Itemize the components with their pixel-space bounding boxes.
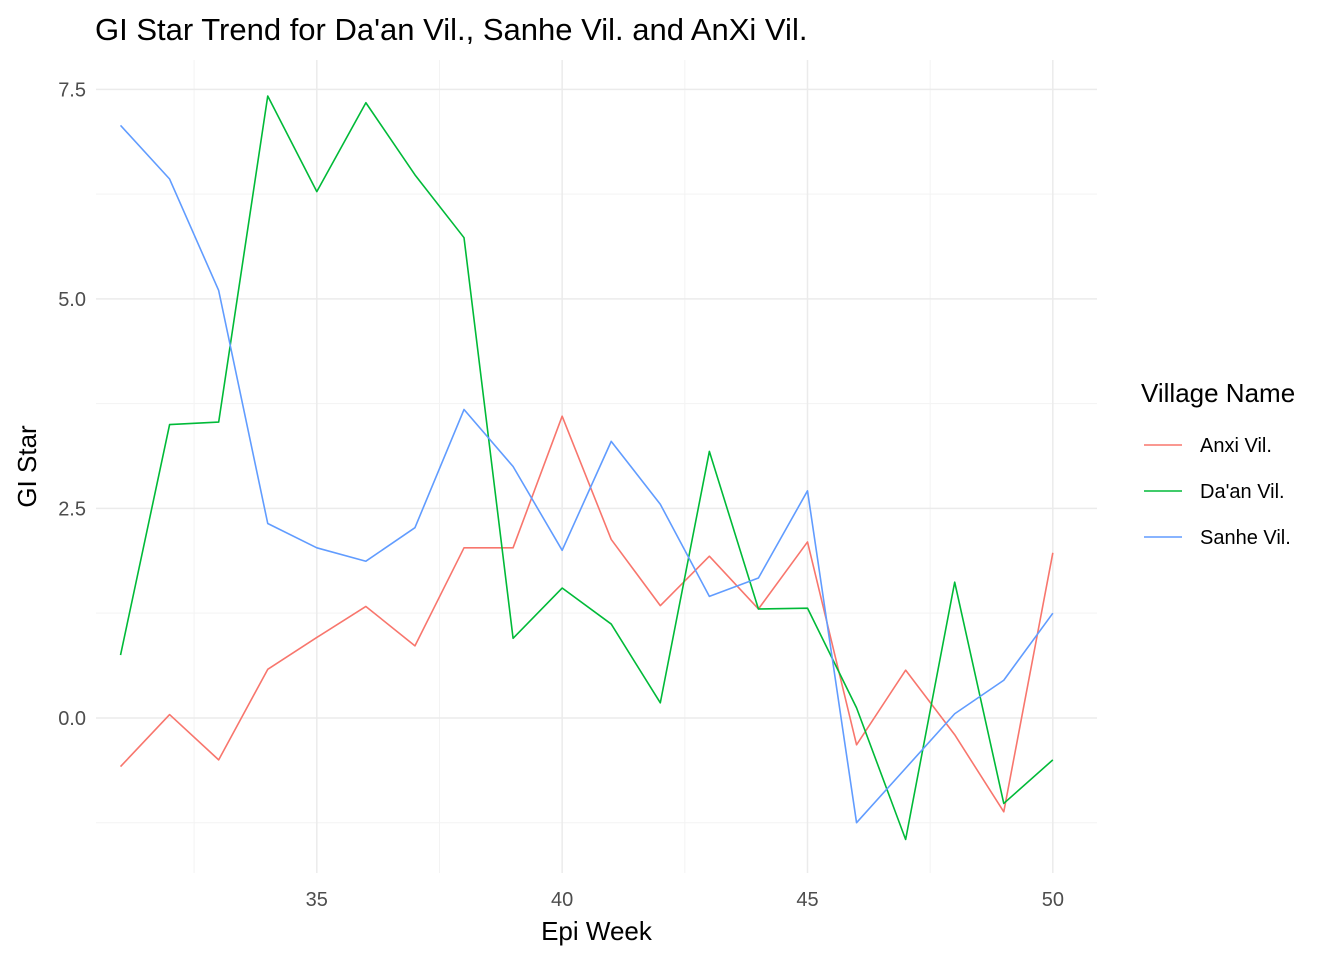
legend: Village Name Anxi Vil. Da'an Vil. Sanhe Vi… xyxy=(1141,378,1295,549)
legend-label: Sanhe Vil. xyxy=(1200,527,1291,549)
chart-title: GI Star Trend for Da'an Vil., Sanhe Vil.… xyxy=(95,12,808,47)
x-tick-label: 35 xyxy=(306,889,328,911)
grid-major xyxy=(96,60,1097,873)
y-tick-labels: 0.0 2.5 5.0 7.5 xyxy=(58,79,86,730)
x-tick-labels: 35 40 45 50 xyxy=(306,889,1064,911)
legend-label: Da'an Vil. xyxy=(1200,481,1285,503)
x-tick-label: 40 xyxy=(551,889,573,911)
x-tick-label: 50 xyxy=(1042,889,1064,911)
y-tick-label: 2.5 xyxy=(58,498,86,520)
y-axis-title: GI Star xyxy=(12,425,42,508)
x-tick-label: 45 xyxy=(796,889,818,911)
series-lines xyxy=(119,95,1054,841)
x-axis-title: Epi Week xyxy=(541,916,653,946)
y-tick-label: 5.0 xyxy=(58,289,86,311)
series-line-da-an-vil xyxy=(119,95,1054,841)
y-tick-label: 0.0 xyxy=(58,708,86,730)
series-line-sanhe-vil xyxy=(119,124,1054,824)
y-tick-label: 7.5 xyxy=(58,79,86,101)
series-line-anxi-vil xyxy=(119,415,1054,813)
legend-label: Anxi Vil. xyxy=(1200,435,1272,457)
grid-minor xyxy=(96,60,1097,873)
legend-title: Village Name xyxy=(1141,378,1295,408)
